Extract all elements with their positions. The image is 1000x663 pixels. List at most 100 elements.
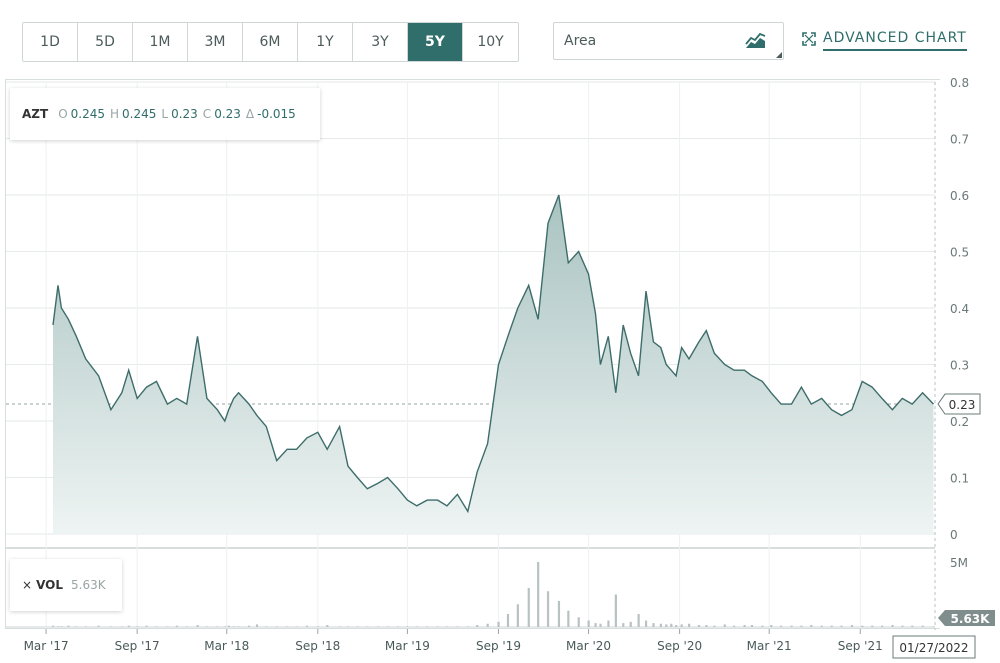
volume-bar bbox=[567, 610, 570, 627]
volume-bar bbox=[366, 626, 369, 627]
volume-bar bbox=[770, 625, 773, 627]
y-tick-label: 0.7 bbox=[950, 133, 969, 147]
x-tick-label: Sep '21 bbox=[838, 639, 883, 653]
volume-bar bbox=[614, 594, 617, 627]
volume-bar bbox=[97, 625, 100, 627]
volume-bar bbox=[84, 626, 87, 627]
range-button-10y[interactable]: 10Y bbox=[463, 23, 518, 61]
volume-bar bbox=[145, 625, 148, 627]
high-label: H bbox=[110, 107, 120, 121]
x-tick-label: Mar '19 bbox=[385, 639, 430, 653]
volume-bar bbox=[248, 625, 251, 627]
low-value: 0.23 bbox=[171, 107, 198, 121]
volume-bar bbox=[67, 625, 70, 627]
volume-bar bbox=[733, 625, 736, 627]
y-tick-label: 0 bbox=[950, 528, 958, 542]
advanced-chart-link[interactable]: ADVANCED CHART bbox=[802, 30, 967, 51]
volume-bar bbox=[295, 626, 298, 627]
volume-bar bbox=[594, 623, 597, 627]
volume-bar bbox=[577, 617, 580, 627]
volume-bar bbox=[637, 614, 640, 627]
x-tick-label: Sep '17 bbox=[115, 639, 160, 653]
volume-bar bbox=[75, 626, 78, 627]
volume-label: VOL bbox=[36, 578, 63, 592]
low-label: L bbox=[161, 107, 169, 121]
volume-bar bbox=[196, 625, 199, 627]
range-button-1m[interactable]: 1M bbox=[133, 23, 188, 61]
open-value: 0.245 bbox=[70, 107, 105, 121]
volume-bar bbox=[155, 626, 158, 627]
range-button-5y[interactable]: 5Y bbox=[408, 23, 463, 61]
range-button-1y[interactable]: 1Y bbox=[298, 23, 353, 61]
volume-bar bbox=[232, 626, 235, 627]
x-tick-label: Mar '21 bbox=[747, 639, 792, 653]
expand-icon bbox=[802, 31, 816, 50]
volume-bar bbox=[356, 626, 359, 627]
volume-bar bbox=[750, 625, 754, 627]
volume-bar bbox=[175, 625, 178, 627]
range-button-3y[interactable]: 3Y bbox=[353, 23, 408, 61]
dropdown-corner-icon bbox=[776, 52, 782, 58]
area-chart-icon bbox=[745, 32, 767, 54]
volume-bar bbox=[688, 623, 691, 627]
volume-bar bbox=[527, 588, 530, 627]
volume-bar bbox=[265, 626, 268, 627]
volume-bar bbox=[436, 626, 439, 627]
volume-bar bbox=[680, 624, 683, 627]
volume-bar bbox=[466, 626, 469, 627]
close-volume-icon[interactable]: × bbox=[22, 578, 33, 592]
volume-tick-label: 5M bbox=[950, 556, 968, 570]
volume-bar bbox=[120, 626, 124, 627]
volume-bar bbox=[840, 625, 843, 627]
x-tick-label: Sep '20 bbox=[657, 639, 702, 653]
ohlc-legend: AZT O 0.245 H 0.245 L 0.23 C 0.23 Δ -0.015 bbox=[10, 88, 320, 140]
volume-bar bbox=[659, 623, 663, 627]
volume-bar bbox=[227, 625, 230, 627]
range-button-3m[interactable]: 3M bbox=[188, 23, 243, 61]
y-tick-label: 0.6 bbox=[950, 189, 969, 203]
y-tick-label: 0.3 bbox=[950, 359, 969, 373]
volume-bar bbox=[338, 626, 341, 627]
volume-bar bbox=[456, 626, 459, 627]
volume-bar bbox=[506, 614, 510, 627]
range-button-6m[interactable]: 6M bbox=[243, 23, 298, 61]
volume-bar bbox=[237, 626, 240, 627]
volume-bar bbox=[109, 626, 113, 627]
volume-bar bbox=[861, 625, 864, 627]
volume-bar bbox=[127, 625, 130, 627]
volume-bar bbox=[396, 626, 400, 627]
volume-bar bbox=[415, 626, 418, 627]
volume-bar bbox=[587, 620, 590, 627]
volume-bar bbox=[56, 626, 60, 627]
x-end-date-box bbox=[892, 635, 976, 659]
volume-bar bbox=[705, 625, 708, 627]
y-tick-label: 0.5 bbox=[950, 246, 969, 260]
high-value: 0.245 bbox=[122, 107, 157, 121]
chart-frame bbox=[5, 79, 940, 629]
volume-bar bbox=[546, 591, 550, 627]
volume-bar bbox=[891, 625, 894, 627]
volume-bar bbox=[316, 626, 320, 627]
volume-bar bbox=[743, 625, 746, 627]
last-value-flag bbox=[937, 393, 981, 415]
volume-bar bbox=[476, 625, 479, 627]
price-series-line[interactable] bbox=[52, 194, 935, 514]
change-value: -0.015 bbox=[257, 107, 296, 121]
volume-value: 5.63K bbox=[71, 578, 106, 592]
x-tick-label: Sep '18 bbox=[295, 639, 340, 653]
volume-bar bbox=[497, 621, 500, 627]
volume-bar bbox=[670, 623, 673, 627]
x-tick-label: Mar '18 bbox=[204, 639, 249, 653]
volume-last-label: 5.63K bbox=[951, 612, 991, 626]
chart-type-select[interactable]: Area bbox=[553, 22, 784, 60]
volume-bar bbox=[185, 626, 188, 627]
range-button-1d[interactable]: 1D bbox=[23, 23, 78, 61]
volume-bar bbox=[810, 625, 813, 627]
volume-bar bbox=[697, 625, 701, 627]
volume-bar bbox=[486, 623, 489, 627]
volume-bar bbox=[713, 625, 716, 627]
range-button-5d[interactable]: 5D bbox=[78, 23, 133, 61]
volume-bar bbox=[932, 626, 935, 627]
volume-bar bbox=[665, 624, 668, 627]
